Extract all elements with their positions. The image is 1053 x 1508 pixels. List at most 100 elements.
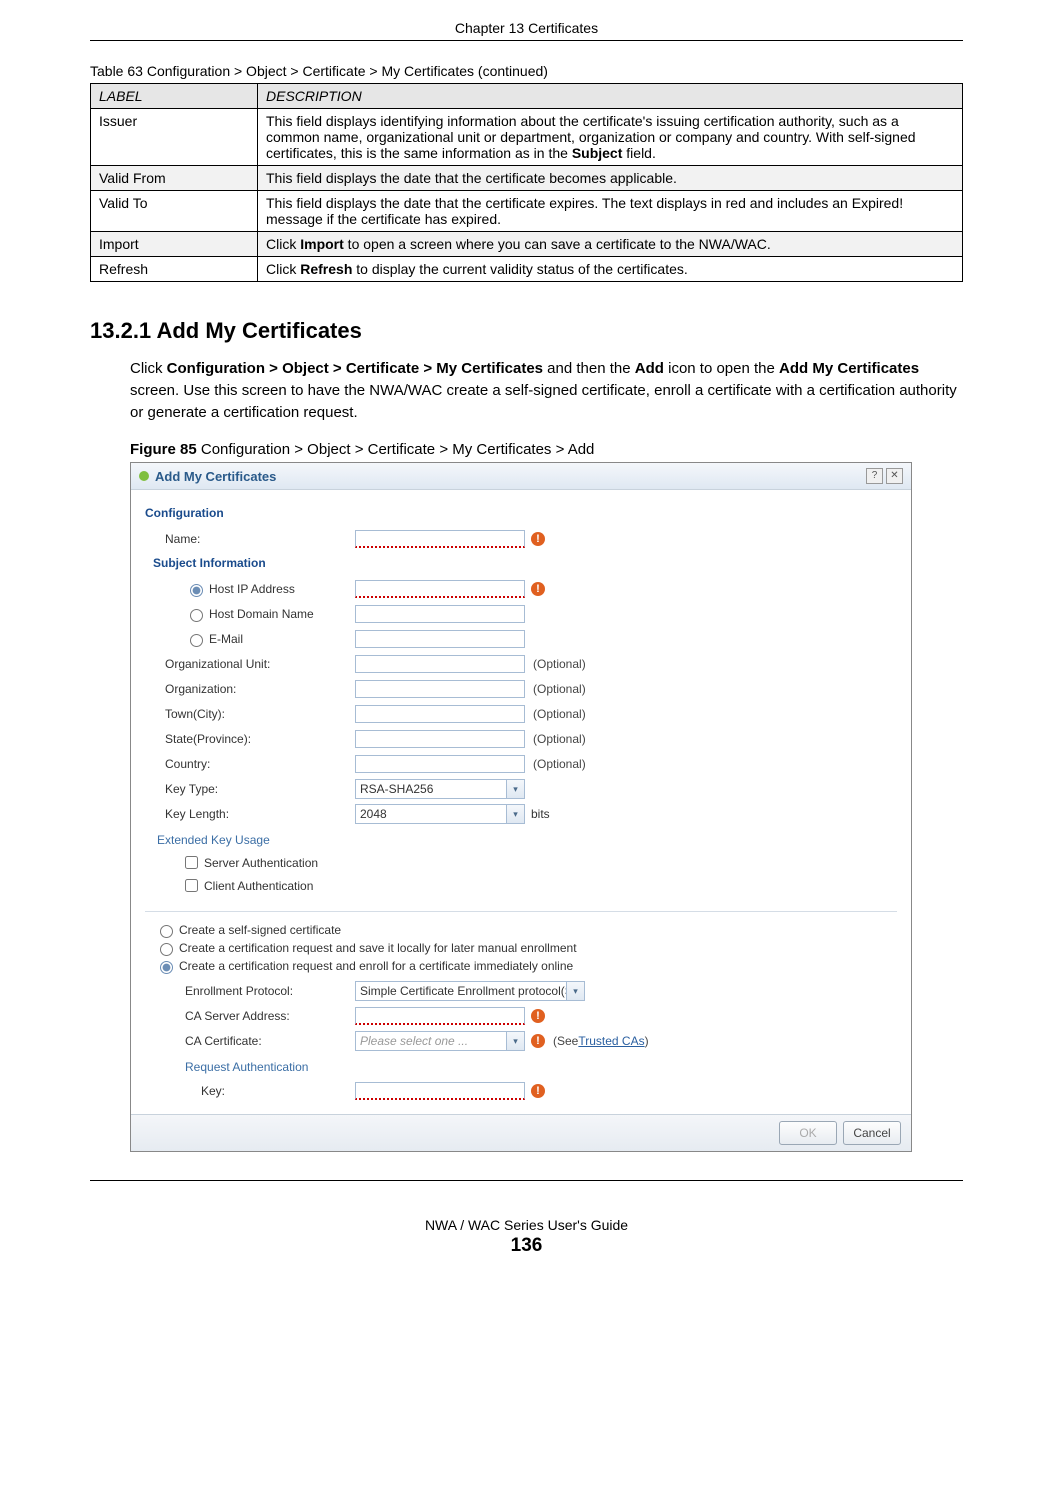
divider — [145, 911, 897, 912]
country-input[interactable] — [355, 755, 525, 773]
section-number: 13.2.1 — [90, 318, 156, 343]
p-m2: icon to open the — [664, 360, 779, 377]
label-host-domain: Host Domain Name — [209, 607, 314, 621]
label-org-unit: Organizational Unit: — [165, 657, 355, 671]
label-organization: Organization: — [165, 682, 355, 696]
state-input[interactable] — [355, 730, 525, 748]
cell-label: Issuer — [91, 109, 258, 166]
help-button[interactable]: ? — [866, 468, 883, 484]
p-b3: Add My Certificates — [779, 360, 919, 377]
label-town: Town(City): — [165, 707, 355, 721]
table-row: Refresh Click Refresh to display the cur… — [91, 257, 963, 282]
footer-guide-text: NWA / WAC Series User's Guide — [90, 1217, 963, 1233]
group-extended-key-usage: Extended Key Usage — [157, 833, 897, 847]
auth-key-input[interactable] — [355, 1082, 525, 1100]
title-bullet-icon — [139, 471, 149, 481]
radio-host-ip[interactable] — [190, 584, 203, 597]
town-input[interactable] — [355, 705, 525, 723]
label-server-auth: Server Authentication — [204, 856, 318, 870]
desc-post: to open a screen where you can save a ce… — [344, 236, 771, 252]
label-req-local: Create a certification request and save … — [179, 941, 577, 955]
table-caption-text: Configuration > Object > Certificate > M… — [147, 63, 548, 79]
desc-pre: Click — [266, 236, 300, 252]
cell-desc: This field displays identifying informat… — [258, 109, 963, 166]
header-rule — [90, 40, 963, 41]
label-self-signed: Create a self-signed certificate — [179, 923, 341, 937]
label-req-online: Create a certification request and enrol… — [179, 959, 573, 973]
footer-rule — [90, 1180, 963, 1181]
trusted-cas-link[interactable]: Trusted CAs — [578, 1034, 644, 1048]
radio-req-online[interactable] — [160, 961, 173, 974]
name-input[interactable] — [355, 530, 525, 548]
cell-desc: This field displays the date that the ce… — [258, 166, 963, 191]
figure-text: Configuration > Object > Certificate > M… — [201, 441, 595, 458]
label-email: E-Mail — [209, 632, 243, 646]
desc-pre: This field displays the date that the ce… — [266, 195, 903, 227]
chapter-header: Chapter 13 Certificates — [90, 20, 963, 36]
section-title: Add My Certificates — [156, 318, 361, 343]
ca-certificate-select[interactable]: Please select one ... ▾ — [355, 1031, 525, 1051]
desc-bold: Import — [300, 236, 344, 252]
desc-post: field. — [622, 145, 655, 161]
dialog-title-text: Add My Certificates — [155, 469, 863, 484]
host-domain-input[interactable] — [355, 605, 525, 623]
key-type-select[interactable]: RSA-SHA256 ▾ — [355, 779, 525, 799]
organization-input[interactable] — [355, 680, 525, 698]
checkbox-server-auth[interactable] — [185, 856, 198, 869]
error-icon: ! — [531, 582, 545, 596]
host-ip-input[interactable] — [355, 580, 525, 598]
key-length-select[interactable]: 2048 ▾ — [355, 804, 525, 824]
label-ca-certificate: CA Certificate: — [185, 1034, 355, 1048]
radio-host-domain[interactable] — [190, 609, 203, 622]
figure-caption: Figure 85 Configuration > Object > Certi… — [130, 441, 963, 458]
cell-label: Valid From — [91, 166, 258, 191]
cell-label: Import — [91, 232, 258, 257]
error-icon: ! — [531, 1009, 545, 1023]
label-enroll-protocol: Enrollment Protocol: — [185, 984, 355, 998]
desc-pre: Click — [266, 261, 300, 277]
cancel-button[interactable]: Cancel — [843, 1121, 901, 1145]
p-b1: Configuration > Object > Certificate > M… — [167, 360, 543, 377]
key-length-value: 2048 — [356, 807, 506, 821]
section-heading: 13.2.1 Add My Certificates — [90, 318, 963, 344]
p-b2: Add — [635, 360, 664, 377]
label-name: Name: — [165, 532, 355, 546]
p-pre: Click — [130, 360, 167, 377]
radio-self-signed[interactable] — [160, 925, 173, 938]
p-m1: and then the — [543, 360, 635, 377]
optional-hint: (Optional) — [533, 732, 586, 746]
desc-pre: This field displays the date that the ce… — [266, 170, 677, 186]
label-ca-server: CA Server Address: — [185, 1009, 355, 1023]
add-cert-dialog: Add My Certificates ? ✕ Configuration Na… — [130, 462, 912, 1152]
optional-hint: (Optional) — [533, 707, 586, 721]
ok-button[interactable]: OK — [779, 1121, 837, 1145]
radio-email[interactable] — [190, 634, 203, 647]
figure-prefix: Figure 85 — [130, 441, 201, 458]
units-bits: bits — [531, 807, 550, 821]
dialog-titlebar: Add My Certificates ? ✕ — [131, 463, 911, 490]
close-button[interactable]: ✕ — [886, 468, 903, 484]
group-request-auth: Request Authentication — [185, 1060, 897, 1074]
table-row: Import Click Import to open a screen whe… — [91, 232, 963, 257]
page-footer: NWA / WAC Series User's Guide 136 — [90, 1217, 963, 1257]
cell-label: Valid To — [91, 191, 258, 232]
table-row: Valid From This field displays the date … — [91, 166, 963, 191]
see-trusted-pre: (See — [553, 1034, 578, 1048]
optional-hint: (Optional) — [533, 657, 586, 671]
org-unit-input[interactable] — [355, 655, 525, 673]
group-subject-info: Subject Information — [153, 556, 897, 570]
error-icon: ! — [531, 1084, 545, 1098]
ca-server-input[interactable] — [355, 1007, 525, 1025]
th-description: DESCRIPTION — [258, 84, 963, 109]
radio-req-local[interactable] — [160, 943, 173, 956]
optional-hint: (Optional) — [533, 682, 586, 696]
label-country: Country: — [165, 757, 355, 771]
checkbox-client-auth[interactable] — [185, 879, 198, 892]
chevron-down-icon: ▾ — [506, 805, 524, 823]
enroll-protocol-select[interactable]: Simple Certificate Enrollment protocol(S… — [355, 981, 585, 1001]
section-paragraph: Click Configuration > Object > Certifica… — [130, 358, 963, 423]
cell-desc: Click Refresh to display the current val… — [258, 257, 963, 282]
label-key: Key: — [201, 1084, 355, 1098]
table-row: Valid To This field displays the date th… — [91, 191, 963, 232]
email-input[interactable] — [355, 630, 525, 648]
